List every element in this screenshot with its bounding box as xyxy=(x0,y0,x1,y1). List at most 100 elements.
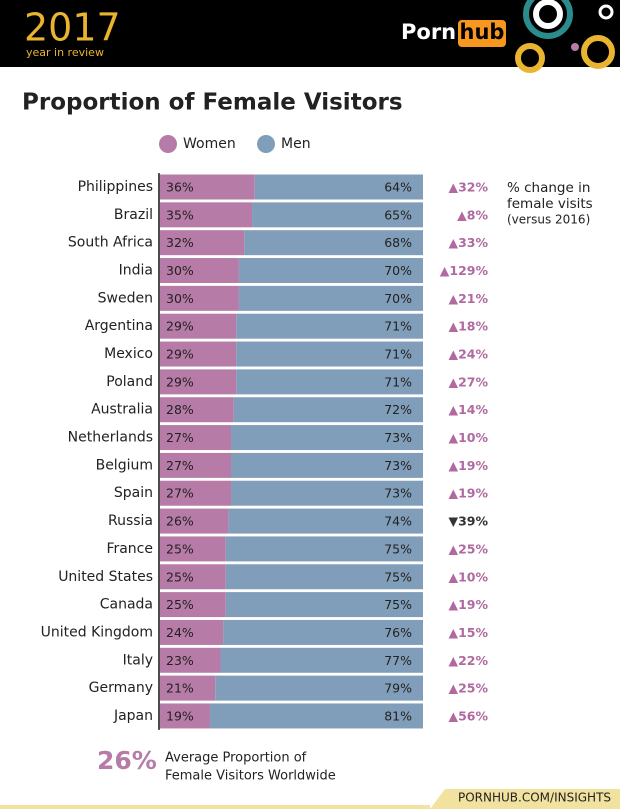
change-note-line: (versus 2016) xyxy=(507,213,590,227)
data-label: 71% xyxy=(384,319,412,334)
bar-segment xyxy=(223,619,423,645)
change-label: ▲18% xyxy=(448,319,488,334)
data-label: 77% xyxy=(384,653,412,668)
data-label: 27% xyxy=(166,430,194,445)
bar-segment xyxy=(160,564,226,590)
bar-segment xyxy=(244,230,423,256)
data-label: 29% xyxy=(166,319,194,334)
bar-segment xyxy=(231,480,423,506)
bar-segment xyxy=(160,536,226,562)
bar-segment xyxy=(225,592,423,618)
data-label: 75% xyxy=(384,569,412,584)
data-label: 70% xyxy=(384,263,412,278)
bar-segment xyxy=(236,313,423,339)
y-tick-label: Sweden xyxy=(98,290,153,306)
data-label: 65% xyxy=(384,207,412,222)
bar-segment xyxy=(225,536,423,562)
change-label: ▲24% xyxy=(448,347,488,362)
data-label: 32% xyxy=(166,235,194,250)
data-label: 27% xyxy=(166,458,194,473)
data-label: 71% xyxy=(384,374,412,389)
bar-segment xyxy=(160,230,245,256)
data-label: 75% xyxy=(384,541,412,556)
data-label: 72% xyxy=(384,402,412,417)
chart-title: Proportion of Female Visitors xyxy=(22,90,403,116)
data-label: 73% xyxy=(384,458,412,473)
bar-segment xyxy=(220,647,423,673)
y-tick-label: Italy xyxy=(123,652,153,668)
change-label: ▲10% xyxy=(448,569,488,584)
data-label: 24% xyxy=(166,625,194,640)
y-tick-label: Netherlands xyxy=(68,430,153,446)
bar-segment xyxy=(225,564,423,590)
data-label: 81% xyxy=(384,708,412,723)
data-label: 25% xyxy=(166,541,194,556)
change-note-line: % change in xyxy=(507,180,590,196)
y-tick-label: South Africa xyxy=(68,235,153,251)
bar-segment xyxy=(209,703,423,729)
bar-segment xyxy=(160,619,224,645)
bar-segment xyxy=(160,258,239,284)
y-tick-label: India xyxy=(119,263,153,279)
change-label: ▲25% xyxy=(448,681,488,696)
data-label: 29% xyxy=(166,374,194,389)
data-label: 19% xyxy=(166,708,194,723)
data-label: 75% xyxy=(384,597,412,612)
y-tick-label: Germany xyxy=(89,680,153,696)
bar-segment xyxy=(238,258,423,284)
data-label: 35% xyxy=(166,207,194,222)
change-label: ▲14% xyxy=(448,402,488,417)
bar-segment xyxy=(160,480,232,506)
data-label: 30% xyxy=(166,291,194,306)
legend-label: Men xyxy=(281,136,311,152)
data-label: 36% xyxy=(166,180,194,195)
change-label: ▲19% xyxy=(448,597,488,612)
bar-segment xyxy=(160,341,237,367)
footer-band xyxy=(0,805,430,809)
bar-segment xyxy=(236,369,423,395)
data-label: 70% xyxy=(384,291,412,306)
bar-segment xyxy=(160,285,239,311)
legend-label: Women xyxy=(183,136,236,152)
bar-segment xyxy=(160,174,255,200)
source: PORNHUB.COM/INSIGHTS xyxy=(458,791,611,805)
change-label: ▲129% xyxy=(440,263,489,278)
year: 2017 xyxy=(24,6,121,50)
bar-segment xyxy=(254,174,423,200)
bar-segment xyxy=(160,592,226,618)
change-label: ▲32% xyxy=(448,180,488,195)
change-label: ▲15% xyxy=(448,625,488,640)
data-label: 74% xyxy=(384,514,412,529)
bar-segment xyxy=(236,341,423,367)
bar-segment xyxy=(160,647,221,673)
bar-segment xyxy=(160,703,210,729)
bar-segment xyxy=(160,508,229,534)
y-tick-label: Spain xyxy=(114,485,153,501)
logo-right: hub xyxy=(460,20,505,44)
average-text: Female Visitors Worldwide xyxy=(165,769,336,784)
data-label: 23% xyxy=(166,653,194,668)
data-label: 21% xyxy=(166,681,194,696)
change-note-line: female visits xyxy=(507,196,593,212)
y-tick-label: United States xyxy=(58,569,153,585)
change-label: ▲19% xyxy=(448,458,488,473)
data-label: 28% xyxy=(166,402,194,417)
data-label: 64% xyxy=(384,180,412,195)
change-label: ▲33% xyxy=(448,235,488,250)
change-label: ▼39% xyxy=(448,514,488,529)
data-label: 71% xyxy=(384,347,412,362)
bar-segment xyxy=(233,397,423,423)
change-label: ▲8% xyxy=(457,207,488,222)
y-tick-label: France xyxy=(106,541,153,557)
y-tick-label: United Kingdom xyxy=(41,624,153,640)
data-label: 79% xyxy=(384,681,412,696)
footer-band xyxy=(430,789,620,809)
y-tick-label: Poland xyxy=(106,374,153,390)
data-label: 26% xyxy=(166,514,194,529)
data-label: 76% xyxy=(384,625,412,640)
change-label: ▲22% xyxy=(448,653,488,668)
y-tick-label: Argentina xyxy=(85,318,153,334)
y-tick-label: Russia xyxy=(108,513,153,529)
